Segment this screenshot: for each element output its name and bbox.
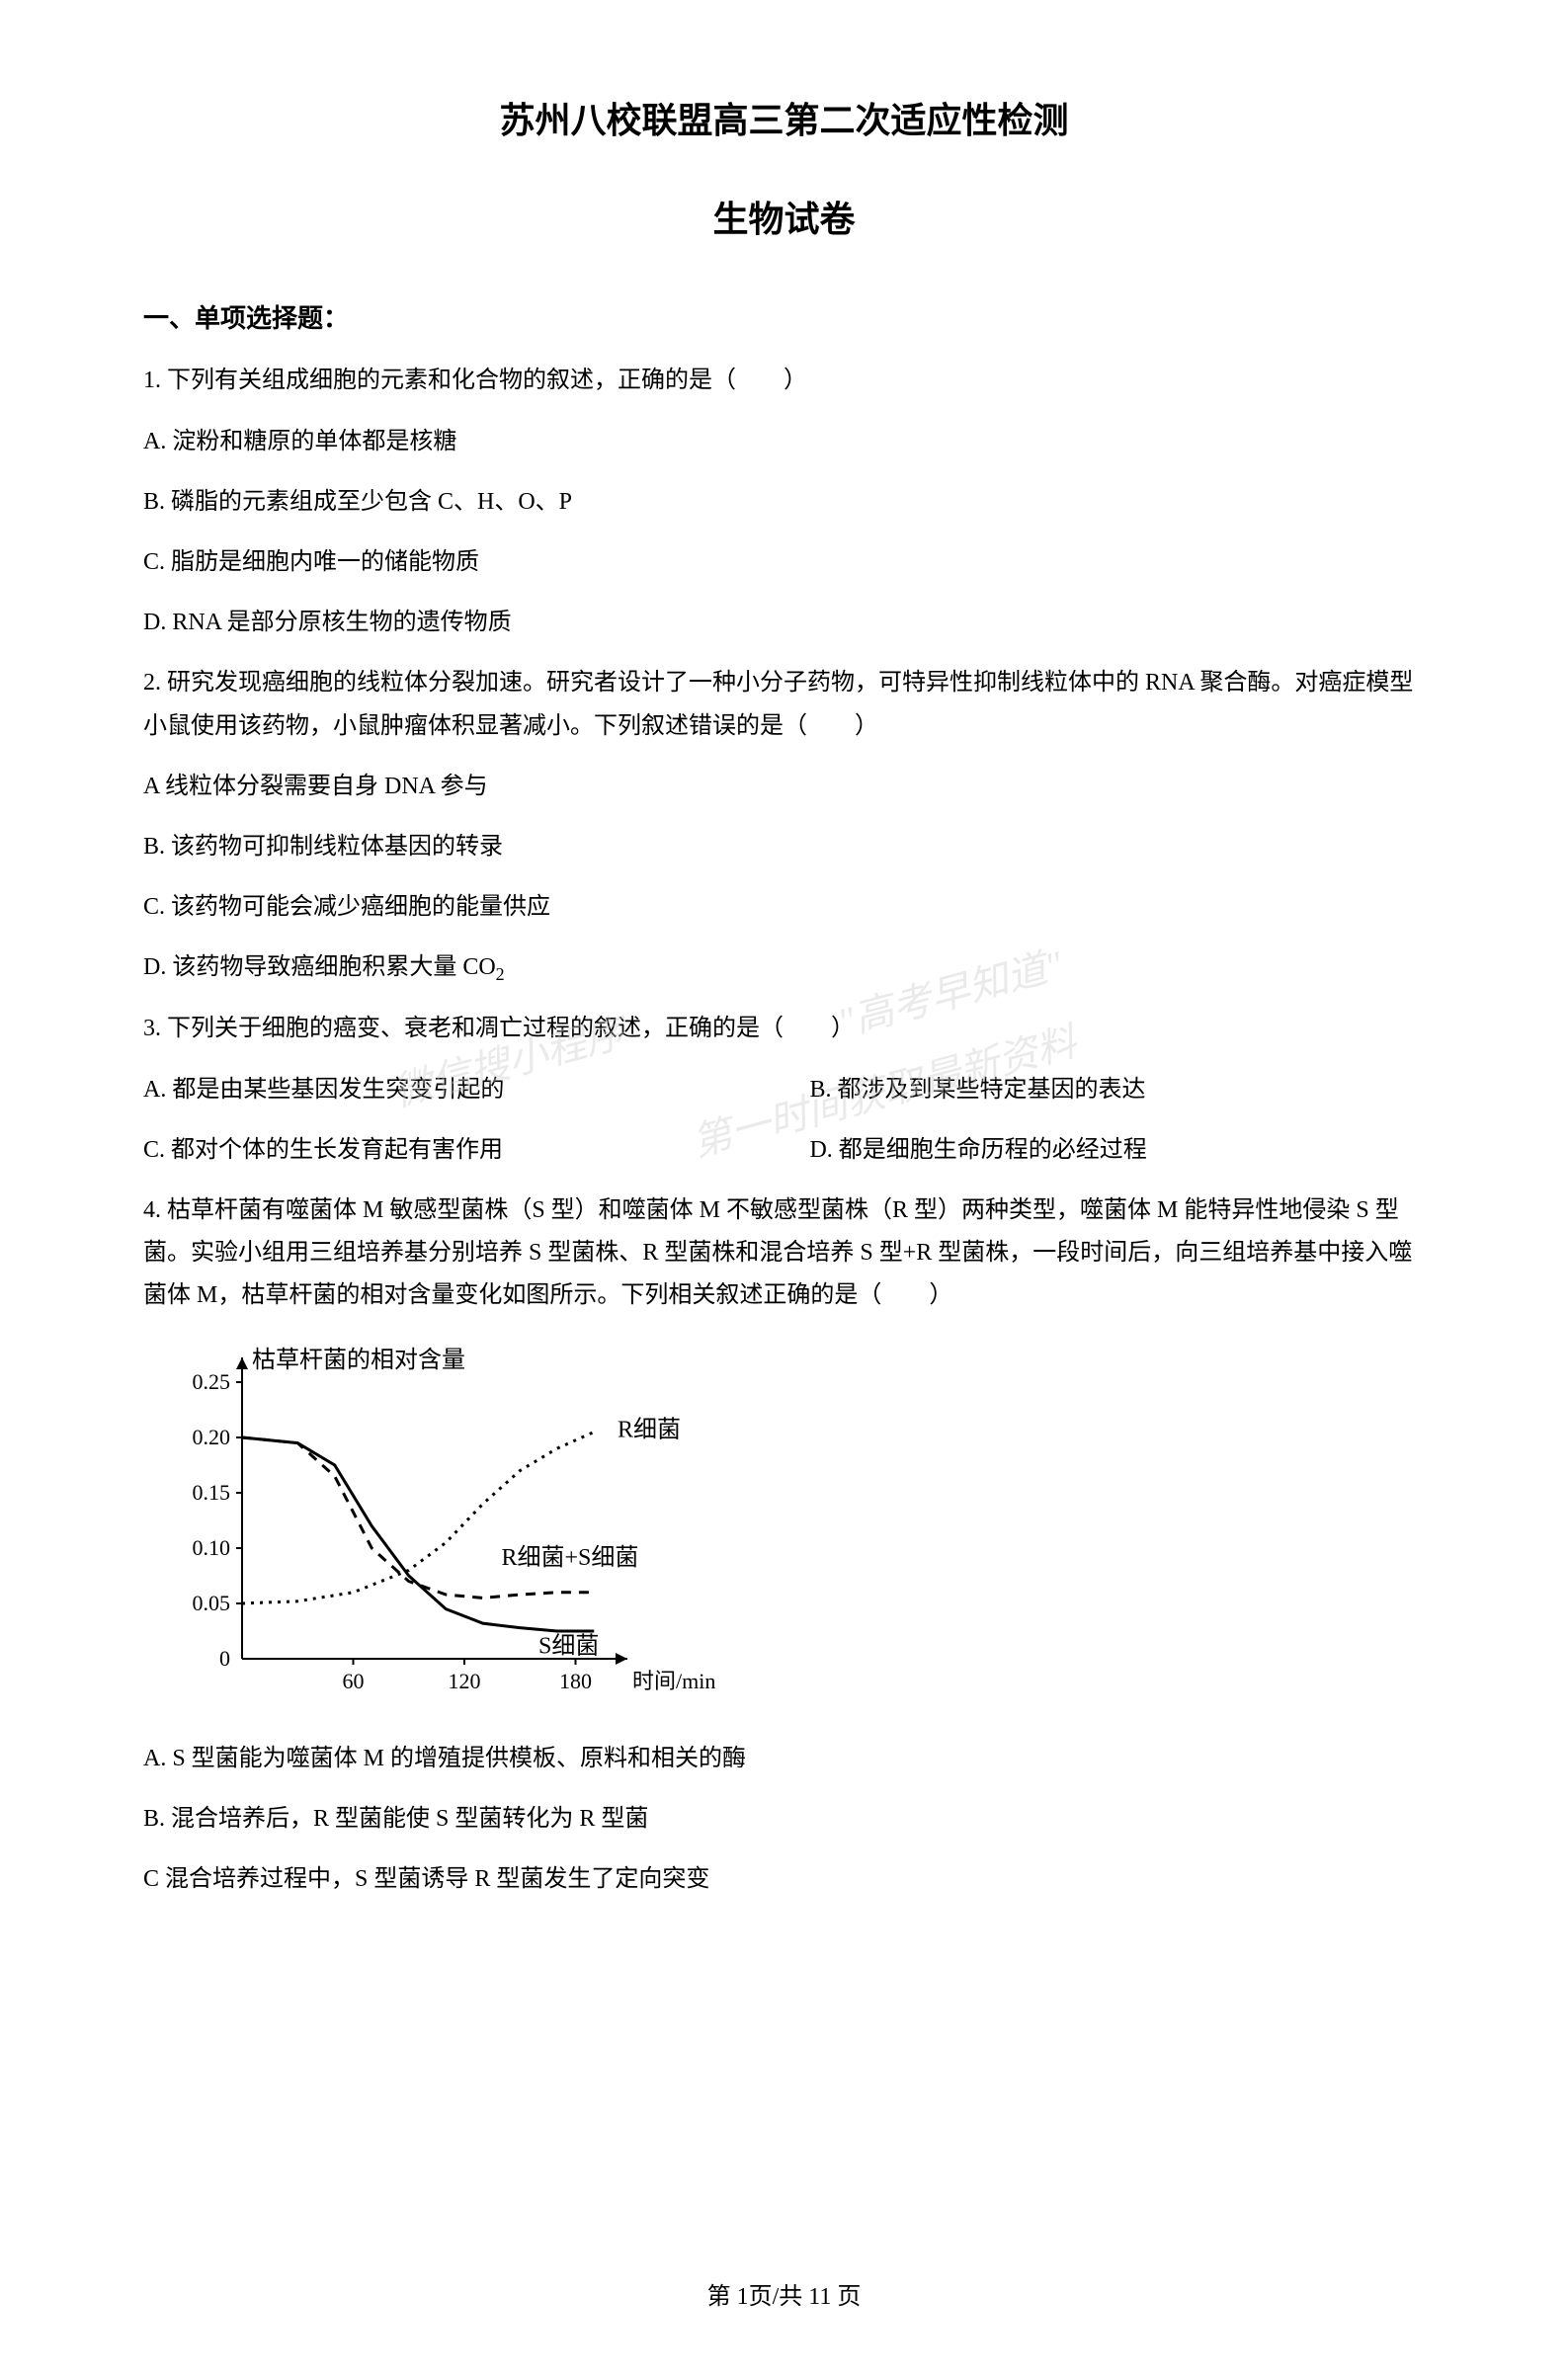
line-chart: 0 0.05 0.10 0.15 0.20 0.25 60 120 180 枯草杆菌的相对含量时间… (148, 1338, 761, 1713)
option-b: B. 都涉及到某些特定基因的表达 (809, 1069, 1425, 1111)
svg-text:0: 0 (219, 1646, 230, 1671)
svg-text:S细菌: S细菌 (538, 1632, 599, 1659)
question-3: 3. 下列关于细胞的癌变、衰老和凋亡过程的叙述，正确的是（ ） A. 都是由某些… (143, 1008, 1425, 1172)
option-c: C. 都对个体的生长发育起有害作用 (143, 1129, 809, 1172)
page-footer: 第 1页/共 11 页 (143, 2276, 1425, 2319)
option-c: C 混合培养过程中，S 型菌诱导 R 型菌发生了定向突变 (143, 1858, 1425, 1901)
question-1: 1. 下列有关组成细胞的元素和化合物的叙述，正确的是（ ） A. 淀粉和糖原的单… (143, 360, 1425, 644)
section-heading: 一、单项选择题： (143, 296, 1425, 343)
svg-text:0.25: 0.25 (193, 1369, 231, 1394)
question-stem: 3. 下列关于细胞的癌变、衰老和凋亡过程的叙述，正确的是（ ） (143, 1008, 1425, 1050)
svg-text:0.20: 0.20 (193, 1425, 231, 1449)
option-a: A. 都是由某些基因发生突变引起的 (143, 1069, 809, 1111)
svg-text:0.15: 0.15 (193, 1480, 231, 1505)
option-d: D. RNA 是部分原核生物的遗传物质 (143, 602, 1425, 644)
question-2: 2. 研究发现癌细胞的线粒体分裂加速。研究者设计了一种小分子药物，可特异性抑制线… (143, 662, 1425, 990)
svg-text:时间/min: 时间/min (632, 1669, 715, 1693)
question-stem: 2. 研究发现癌细胞的线粒体分裂加速。研究者设计了一种小分子药物，可特异性抑制线… (143, 662, 1425, 747)
exam-subtitle: 生物试卷 (143, 188, 1425, 252)
chart-svg: 0 0.05 0.10 0.15 0.20 0.25 60 120 180 枯草杆菌的相对含量时间… (148, 1338, 761, 1713)
svg-text:R细菌+S细菌: R细菌+S细菌 (502, 1543, 639, 1570)
option-d: D. 都是细胞生命历程的必经过程 (809, 1129, 1425, 1172)
question-stem: 1. 下列有关组成细胞的元素和化合物的叙述，正确的是（ ） (143, 360, 1425, 402)
svg-text:0.05: 0.05 (193, 1591, 231, 1615)
option-b: B. 该药物可抑制线粒体基因的转录 (143, 826, 1425, 868)
svg-text:120: 120 (449, 1669, 481, 1693)
svg-text:枯草杆菌的相对含量: 枯草杆菌的相对含量 (252, 1347, 465, 1373)
question-4: 4. 枯草杆菌有噬菌体 M 敏感型菌株（S 型）和噬菌体 M 不敏感型菌株（R … (143, 1189, 1425, 1901)
svg-text:180: 180 (559, 1669, 592, 1693)
option-a: A. 淀粉和糖原的单体都是核糖 (143, 421, 1425, 463)
question-stem: 4. 枯草杆菌有噬菌体 M 敏感型菌株（S 型）和噬菌体 M 不敏感型菌株（R … (143, 1189, 1425, 1318)
svg-text:60: 60 (343, 1669, 365, 1693)
option-c: C. 该药物可能会减少癌细胞的能量供应 (143, 886, 1425, 929)
option-a: A 线粒体分裂需要自身 DNA 参与 (143, 766, 1425, 808)
option-a: A. S 型菌能为噬菌体 M 的增殖提供模板、原料和相关的酶 (143, 1738, 1425, 1780)
option-c: C. 脂肪是细胞内唯一的储能物质 (143, 541, 1425, 584)
svg-text:R细菌: R细菌 (618, 1416, 681, 1442)
svg-text:0.10: 0.10 (193, 1535, 231, 1560)
option-b: B. 混合培养后，R 型菌能使 S 型菌转化为 R 型菌 (143, 1798, 1425, 1841)
option-b: B. 磷脂的元素组成至少包含 C、H、O、P (143, 481, 1425, 524)
option-d: D. 该药物导致癌细胞积累大量 CO2 (143, 946, 1425, 990)
exam-title: 苏州八校联盟高三第二次适应性检测 (143, 89, 1425, 153)
